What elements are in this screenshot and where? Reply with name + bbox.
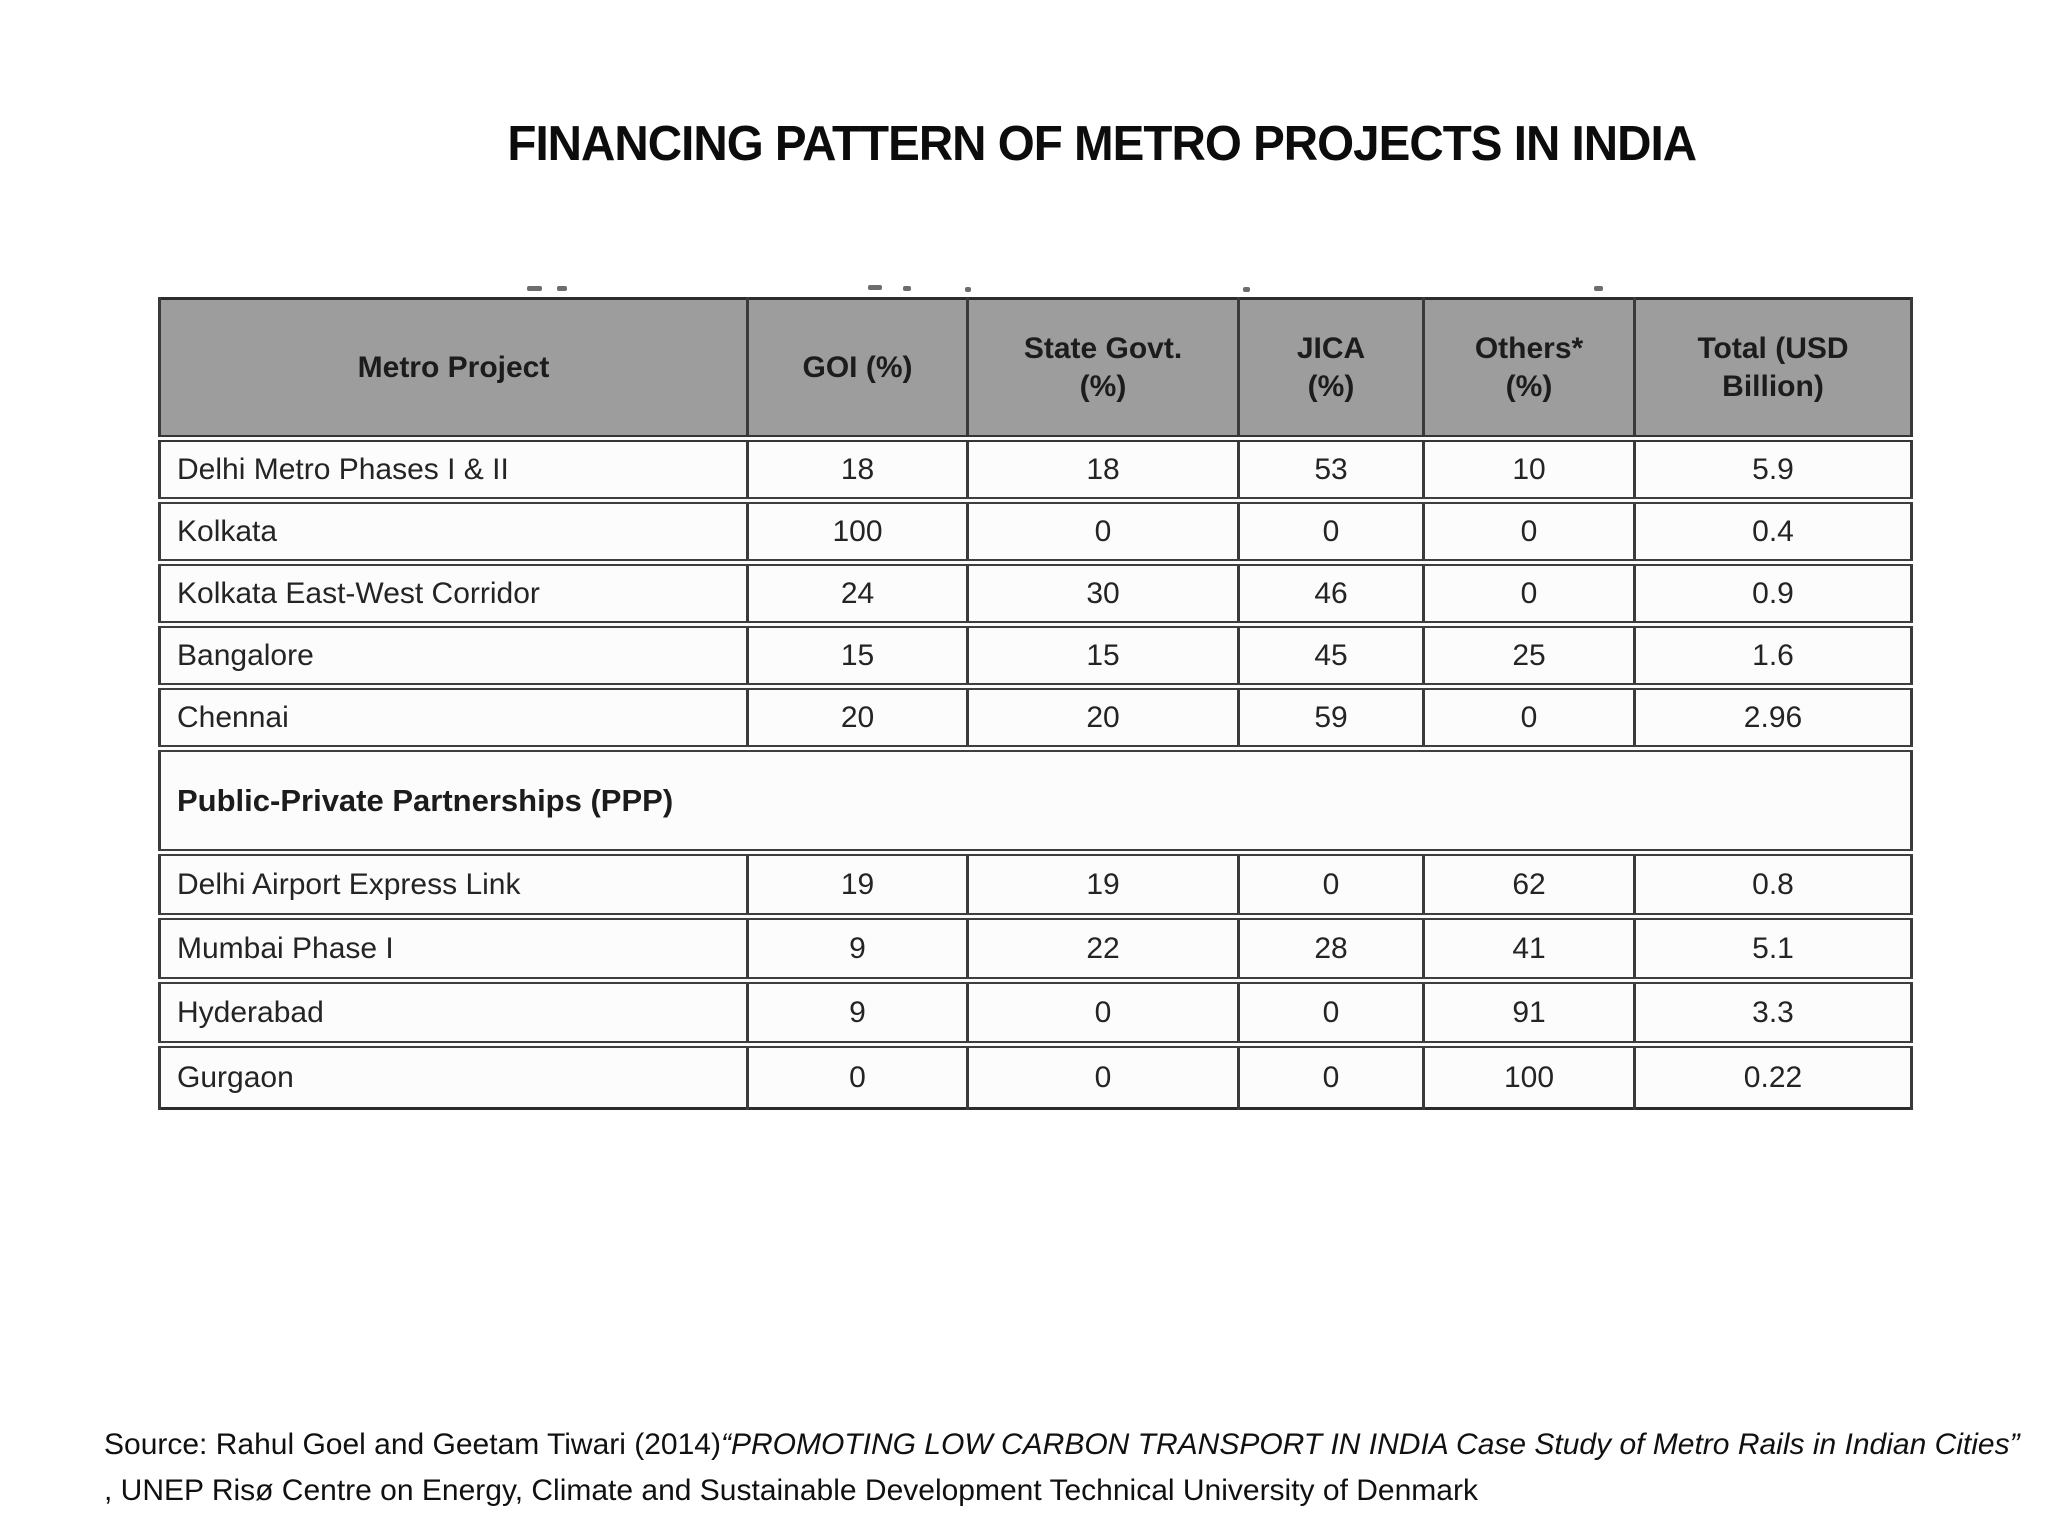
jica-cell: 0 [1237, 849, 1425, 917]
state-govt-cell: 0 [966, 977, 1240, 1045]
goi-cell: 9 [746, 977, 969, 1045]
others-cell: 0 [1422, 497, 1636, 563]
state-govt-cell: 18 [966, 438, 1240, 501]
table-body: Delhi Metro Phases I & II 18 18 53 10 5.… [158, 438, 1913, 1109]
table-row-delhi-metro: Delhi Metro Phases I & II 18 18 53 10 5.… [158, 438, 1913, 501]
jica-cell: 28 [1237, 913, 1425, 981]
total-cell: 3.3 [1633, 977, 1913, 1045]
col-header-goi: GOI (%) [746, 298, 969, 442]
source-line-2: , UNEP Risø Centre on Energy, Climate an… [104, 1474, 1478, 1507]
financing-table: Metro Project GOI (%) State Govt. (%) JI… [158, 297, 1913, 1110]
goi-cell: 20 [746, 683, 969, 749]
goi-cell: 0 [746, 1041, 969, 1109]
state-govt-cell: 22 [966, 913, 1240, 981]
project-name-cell: Gurgaon [158, 1041, 749, 1109]
col-header-others: Others* (%) [1422, 298, 1636, 442]
others-cell: 41 [1422, 913, 1636, 981]
goi-cell: 18 [746, 438, 969, 501]
col-header-jica: JICA (%) [1237, 298, 1425, 442]
others-cell: 91 [1422, 977, 1636, 1045]
jica-cell: 0 [1237, 1041, 1425, 1109]
jica-cell: 0 [1237, 497, 1425, 563]
col-header-metro-project: Metro Project [158, 298, 749, 442]
total-cell: 2.96 [1633, 683, 1913, 749]
goi-cell: 15 [746, 621, 969, 687]
jica-cell: 45 [1237, 621, 1425, 687]
others-cell: 62 [1422, 849, 1636, 917]
section-header-row-ppp: Public-Private Partnerships (PPP) [158, 745, 1913, 853]
source-line-1: Source: Rahul Goel and Geetam Tiwari (20… [104, 1422, 2020, 1468]
page-title-wrap: FINANCING PATTERN OF METRO PROJECTS IN I… [0, 116, 2048, 172]
others-cell: 0 [1422, 683, 1636, 749]
table-row-hyderabad: Hyderabad 9 0 0 91 3.3 [158, 977, 1913, 1045]
state-govt-cell: 20 [966, 683, 1240, 749]
table-row-mumbai-phase-1: Mumbai Phase I 9 22 28 41 5.1 [158, 913, 1913, 981]
scan-artifact [1594, 286, 1603, 291]
others-cell: 0 [1422, 559, 1636, 625]
scan-artifact [965, 287, 971, 292]
source-citation: Source: Rahul Goel and Geetam Tiwari (20… [104, 1422, 2020, 1514]
scan-artifact [868, 285, 882, 290]
table-header: Metro Project GOI (%) State Govt. (%) JI… [158, 298, 1913, 442]
state-govt-cell: 15 [966, 621, 1240, 687]
jica-cell: 59 [1237, 683, 1425, 749]
project-name-cell: Delhi Airport Express Link [158, 849, 749, 917]
source-title-italic: “PROMOTING LOW CARBON TRANSPORT IN INDIA… [720, 1428, 2020, 1461]
scan-artifact [903, 286, 911, 291]
table-row-chennai: Chennai 20 20 59 0 2.96 [158, 683, 1913, 749]
total-cell: 0.22 [1633, 1041, 1913, 1109]
table-row-bangalore: Bangalore 15 15 45 25 1.6 [158, 621, 1913, 687]
header-row: Metro Project GOI (%) State Govt. (%) JI… [158, 298, 1913, 442]
state-govt-cell: 0 [966, 1041, 1240, 1109]
goi-cell: 24 [746, 559, 969, 625]
total-cell: 5.9 [1633, 438, 1913, 501]
others-cell: 100 [1422, 1041, 1636, 1109]
jica-cell: 0 [1237, 977, 1425, 1045]
state-govt-cell: 19 [966, 849, 1240, 917]
table-row-delhi-airport-express: Delhi Airport Express Link 19 19 0 62 0.… [158, 849, 1913, 917]
goi-cell: 100 [746, 497, 969, 563]
others-cell: 25 [1422, 621, 1636, 687]
goi-cell: 19 [746, 849, 969, 917]
project-name-cell: Kolkata [158, 497, 749, 563]
col-header-state-govt: State Govt. (%) [966, 298, 1240, 442]
scan-artifact [557, 286, 567, 291]
section-header-label: Public-Private Partnerships (PPP) [158, 745, 1913, 853]
total-cell: 5.1 [1633, 913, 1913, 981]
others-cell: 10 [1422, 438, 1636, 501]
project-name-cell: Bangalore [158, 621, 749, 687]
state-govt-cell: 0 [966, 497, 1240, 563]
total-cell: 0.9 [1633, 559, 1913, 625]
jica-cell: 46 [1237, 559, 1425, 625]
state-govt-cell: 30 [966, 559, 1240, 625]
table-row-kolkata: Kolkata 100 0 0 0 0.4 [158, 497, 1913, 563]
source-prefix: Source: Rahul Goel and Geetam Tiwari (20… [104, 1428, 721, 1461]
project-name-cell: Chennai [158, 683, 749, 749]
project-name-cell: Delhi Metro Phases I & II [158, 438, 749, 501]
total-cell: 0.8 [1633, 849, 1913, 917]
goi-cell: 9 [746, 913, 969, 981]
table-row-gurgaon: Gurgaon 0 0 0 100 0.22 [158, 1041, 1913, 1109]
project-name-cell: Kolkata East-West Corridor [158, 559, 749, 625]
total-cell: 0.4 [1633, 497, 1913, 563]
total-cell: 1.6 [1633, 621, 1913, 687]
project-name-cell: Hyderabad [158, 977, 749, 1045]
scan-artifact [1243, 287, 1250, 292]
col-header-total: Total (USD Billion) [1633, 298, 1913, 442]
scan-artifact [527, 286, 542, 291]
page-title: FINANCING PATTERN OF METRO PROJECTS IN I… [507, 117, 1698, 171]
jica-cell: 53 [1237, 438, 1425, 501]
table-row-kolkata-east-west: Kolkata East-West Corridor 24 30 46 0 0.… [158, 559, 1913, 625]
project-name-cell: Mumbai Phase I [158, 913, 749, 981]
